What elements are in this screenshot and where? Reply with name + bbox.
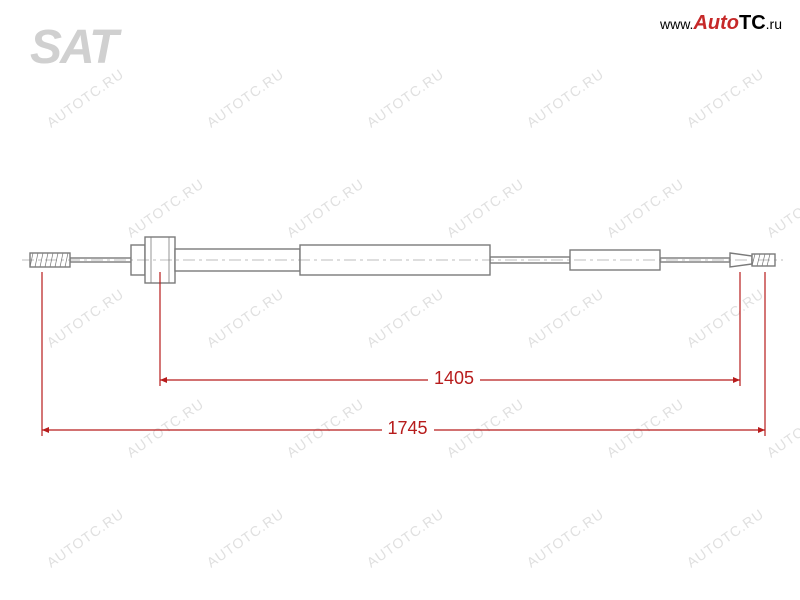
dimension-1405: 1405 (428, 368, 480, 389)
dimension-1745: 1745 (382, 418, 434, 439)
technical-drawing (0, 0, 800, 600)
